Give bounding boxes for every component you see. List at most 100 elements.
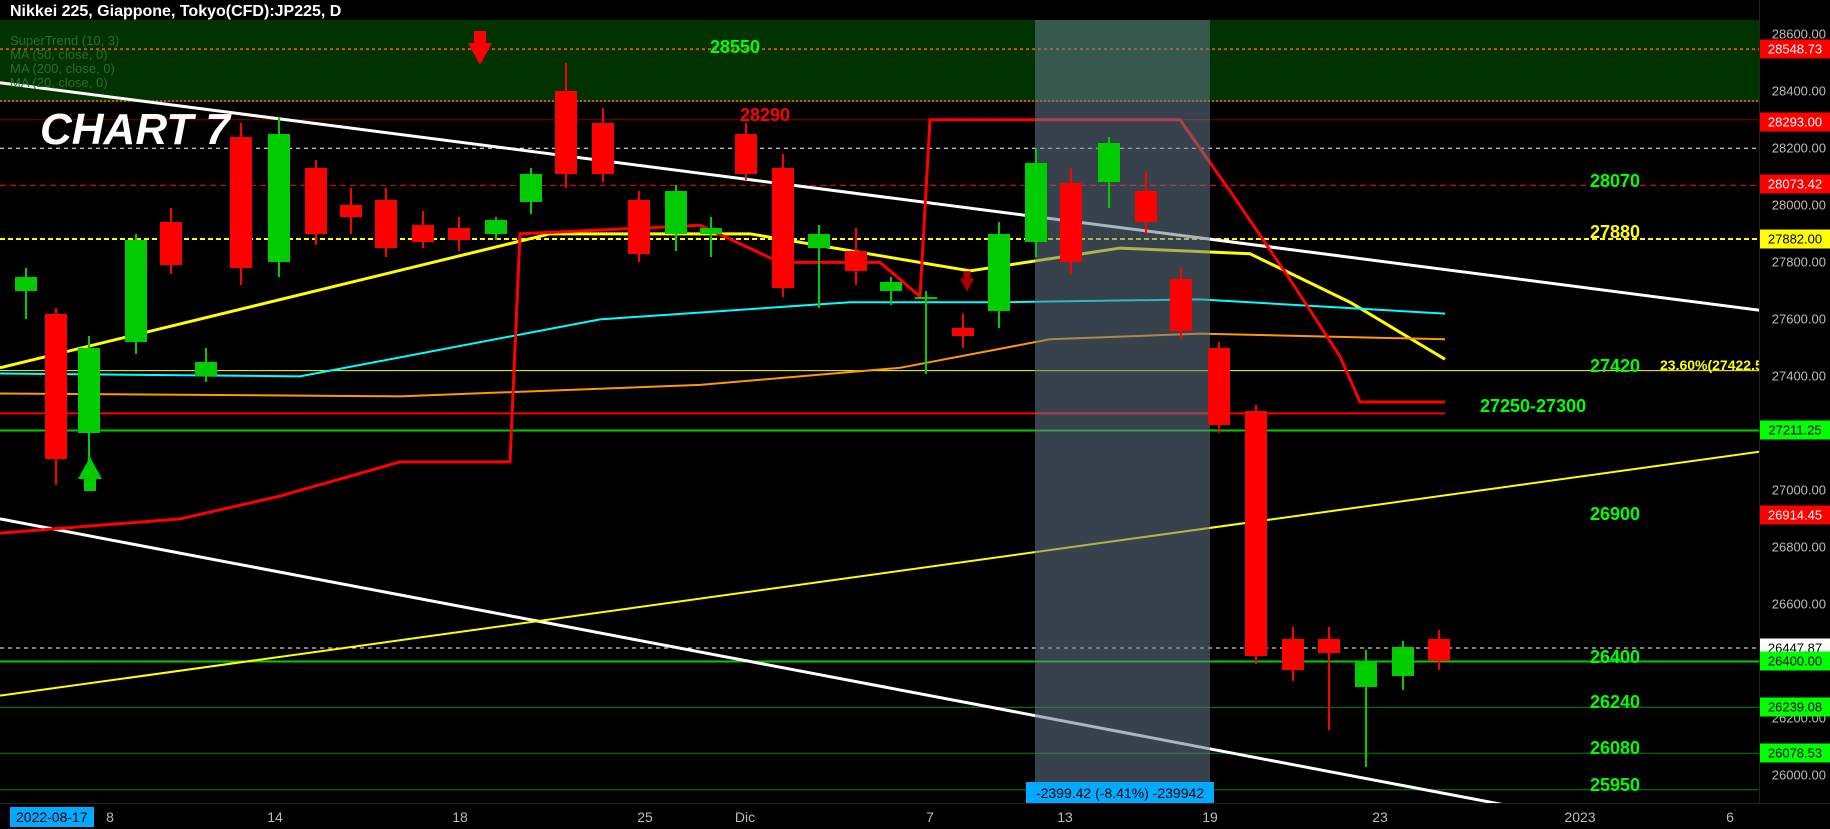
price-axis: 28600.0028400.0028200.0028000.0027800.00… xyxy=(1759,0,1830,804)
y-tick: 26000.00 xyxy=(1772,768,1826,783)
price-tag: 27882.00 xyxy=(1760,229,1830,248)
candle-body[interactable] xyxy=(1208,348,1230,425)
candle-body[interactable] xyxy=(78,348,100,434)
candle-wick xyxy=(710,217,712,257)
candle-body[interactable] xyxy=(808,234,830,248)
candle-body[interactable] xyxy=(700,228,722,234)
signal-arrow xyxy=(960,278,974,291)
x-tick: 2023 xyxy=(1564,809,1595,825)
candle-body[interactable] xyxy=(952,328,974,337)
price-annotation: 26400 xyxy=(1590,647,1640,668)
candle-body[interactable] xyxy=(1060,183,1082,263)
x-tick: 6 xyxy=(1726,809,1734,825)
x-tick: 23 xyxy=(1372,809,1388,825)
candle-body[interactable] xyxy=(845,251,867,271)
candle-wick xyxy=(925,291,927,374)
price-annotation: 23.60%(27422.51) xyxy=(1660,357,1775,373)
signal-arrow xyxy=(78,457,102,479)
x-tick: 19 xyxy=(1202,809,1218,825)
price-annotation: 28290 xyxy=(740,105,790,126)
price-tag: 26400.00 xyxy=(1760,652,1830,671)
y-tick: 28200.00 xyxy=(1772,141,1826,156)
indicator-label: MA (20, close, 0) xyxy=(10,75,108,90)
y-tick: 27600.00 xyxy=(1772,312,1826,327)
price-annotation: 26080 xyxy=(1590,738,1640,759)
candle-body[interactable] xyxy=(665,191,687,234)
candle-body[interactable] xyxy=(45,314,67,459)
candle-body[interactable] xyxy=(15,277,37,291)
price-annotation: 28070 xyxy=(1590,171,1640,192)
candle-body[interactable] xyxy=(268,134,290,262)
price-annotation: 27880 xyxy=(1590,222,1640,243)
candle-body[interactable] xyxy=(735,134,757,174)
price-annotation: 27250-27300 xyxy=(1480,396,1586,417)
candle-body[interactable] xyxy=(1170,279,1192,330)
candle-body[interactable] xyxy=(1135,191,1157,222)
price-tag: 28293.00 xyxy=(1760,112,1830,131)
price-tag: 26914.45 xyxy=(1760,505,1830,524)
candle-body[interactable] xyxy=(1355,661,1377,687)
chart-title: CHART 7 xyxy=(40,105,230,155)
y-tick: 26600.00 xyxy=(1772,597,1826,612)
indicator-label: MA (50, close, 0) xyxy=(10,47,108,62)
x-tick: Dic xyxy=(735,809,755,825)
candle-body[interactable] xyxy=(230,137,252,268)
candle-body[interactable] xyxy=(195,362,217,376)
candle-body[interactable] xyxy=(520,174,542,203)
candle-body[interactable] xyxy=(448,228,470,239)
candle-body[interactable] xyxy=(1025,163,1047,243)
candle-body[interactable] xyxy=(628,200,650,254)
candle-body[interactable] xyxy=(305,168,327,234)
candle-body[interactable] xyxy=(880,282,902,291)
signal-arrow xyxy=(468,43,492,65)
x-tick: 25 xyxy=(637,809,653,825)
price-annotation: 27420 xyxy=(1590,356,1640,377)
x-tick: 7 xyxy=(926,809,934,825)
y-tick: 28400.00 xyxy=(1772,84,1826,99)
candle-body[interactable] xyxy=(485,220,507,234)
indicator-band xyxy=(0,20,1770,102)
x-tick: 8 xyxy=(106,809,114,825)
price-tag: 28073.42 xyxy=(1760,175,1830,194)
candle-body[interactable] xyxy=(555,91,577,174)
indicator-label: MA (200, close, 0) xyxy=(10,61,115,76)
candle-body[interactable] xyxy=(1098,143,1120,183)
y-tick: 27800.00 xyxy=(1772,255,1826,270)
x-tick: 14 xyxy=(267,809,283,825)
y-tick: 27400.00 xyxy=(1772,369,1826,384)
price-tag: 26078.53 xyxy=(1760,744,1830,763)
price-annotation: 28550 xyxy=(710,37,760,58)
candle-body[interactable] xyxy=(1428,639,1450,662)
symbol-header: Nikkei 225, Giappone, Tokyo(CFD):JP225, … xyxy=(10,3,341,21)
price-tag: 28548.73 xyxy=(1760,39,1830,58)
candle-body[interactable] xyxy=(160,222,182,265)
x-tick: 13 xyxy=(1057,809,1073,825)
range-stats: -2399.42 (-8.41%) -239942 xyxy=(1026,782,1214,804)
x-tick: 18 xyxy=(452,809,468,825)
y-tick: 26800.00 xyxy=(1772,540,1826,555)
candle-body[interactable] xyxy=(915,297,937,300)
candle-body[interactable] xyxy=(125,240,147,343)
price-annotation: 25950 xyxy=(1590,775,1640,796)
price-chart[interactable]: Nikkei 225, Giappone, Tokyo(CFD):JP225, … xyxy=(0,0,1830,829)
candle-body[interactable] xyxy=(412,225,434,242)
candle-body[interactable] xyxy=(1245,411,1267,656)
y-tick: 27000.00 xyxy=(1772,483,1826,498)
price-tag: 27211.25 xyxy=(1760,421,1830,440)
candle-body[interactable] xyxy=(988,234,1010,311)
candle-body[interactable] xyxy=(1318,639,1340,653)
time-axis: 8141825Dic7131923202362022-08-17 xyxy=(0,803,1830,829)
price-tag: 26239.08 xyxy=(1760,698,1830,717)
candle-body[interactable] xyxy=(340,205,362,216)
candle-wick xyxy=(890,277,892,306)
price-annotation: 26900 xyxy=(1590,504,1640,525)
indicator-label: SuperTrend (10, 3) xyxy=(10,33,119,48)
candle-body[interactable] xyxy=(772,168,794,288)
candle-body[interactable] xyxy=(1282,639,1304,670)
y-tick: 28000.00 xyxy=(1772,198,1826,213)
candle-body[interactable] xyxy=(1392,647,1414,676)
candle-body[interactable] xyxy=(592,123,614,174)
highlight-range xyxy=(1035,20,1210,804)
candle-body[interactable] xyxy=(375,200,397,248)
price-annotation: 26240 xyxy=(1590,692,1640,713)
